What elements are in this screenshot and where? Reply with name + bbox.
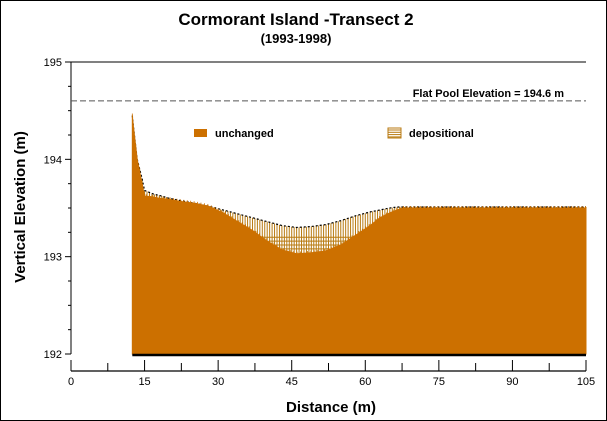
flat-pool-label: Flat Pool Elevation = 194.6 m: [413, 88, 565, 100]
x-tick-label: 45: [286, 376, 298, 388]
x-tick-label: 30: [212, 376, 224, 388]
legend-swatch-depositional: [387, 127, 402, 139]
chart-title: Cormorant Island -Transect 2: [178, 10, 413, 29]
unchanged-area: [131, 115, 587, 355]
x-tick-label: 105: [577, 376, 595, 388]
x-tick-label: 0: [68, 376, 74, 388]
legend-swatch-unchanged: [194, 129, 207, 137]
x-tick-label: 90: [506, 376, 518, 388]
plot-area: 0 15 30 45 60 75 90 105 192 193 194 195 Flat Pool El…: [44, 57, 596, 388]
legend-label-depositional: depositional: [409, 128, 474, 140]
depositional-surface-line: [131, 115, 586, 229]
legend-label-unchanged: unchanged: [215, 128, 274, 140]
chart-subtitle: (1993-1998): [261, 31, 332, 46]
y-tick-label: 193: [44, 252, 62, 264]
unchanged-series: [131, 113, 587, 357]
x-tick-label: 60: [359, 376, 371, 388]
y-axis-ticks: 192 193 194 195: [44, 57, 71, 361]
y-tick-label: 192: [44, 349, 62, 361]
x-axis-ticks: 0 15 30 45 60 75 90 105: [68, 360, 595, 388]
y-axis-title: Vertical Elevation (m): [12, 131, 29, 283]
y-tick-label: 194: [44, 154, 62, 166]
x-tick-label: 15: [138, 376, 150, 388]
x-axis-title: Distance (m): [286, 399, 376, 416]
legend: unchanged depositional: [194, 127, 474, 140]
y-tick-label: 195: [44, 57, 62, 69]
x-tick-label: 75: [433, 376, 445, 388]
legend-swatch-depositional-box: [387, 127, 402, 139]
